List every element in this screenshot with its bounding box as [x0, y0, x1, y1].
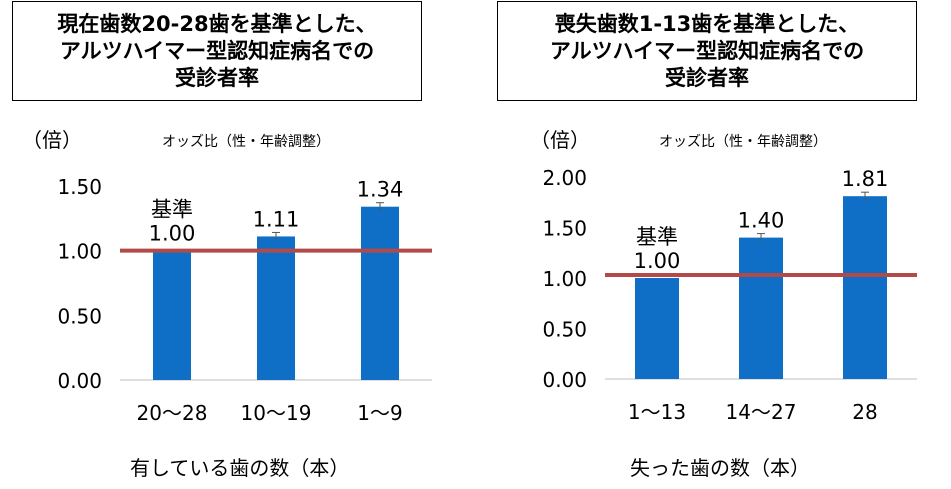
chart-title-line: アルツハイマー型認知症病名での: [59, 38, 375, 63]
y-tick-label: 0.50: [542, 318, 587, 342]
error-bar: [376, 202, 384, 211]
error-bar: [272, 231, 280, 241]
y-tick-label: 1.00: [542, 267, 587, 291]
bar: [257, 236, 295, 380]
chart-title-line: 受診者率: [175, 65, 259, 90]
y-tick-label: 1.00: [57, 240, 102, 264]
x-axis-label: 有している歯の数（本）: [130, 456, 350, 480]
bar: [635, 278, 679, 379]
data-label: 1.11: [253, 207, 300, 231]
bar-chart: 0.000.501.001.502.001.00基準1〜131.4014〜271…: [542, 166, 917, 424]
bar-chart: 0.000.501.001.501.00基準20〜281.1110〜191.34…: [57, 175, 432, 425]
x-tick-label: 10〜19: [241, 401, 312, 425]
x-tick-label: 1〜9: [357, 401, 402, 425]
baseline-label: 基準: [636, 225, 678, 249]
x-axis-label: 失った歯の数（本）: [630, 456, 810, 480]
baseline-label: 基準: [151, 198, 193, 222]
chart-subtitle: オッズ比（性・年齢調整）: [659, 134, 827, 150]
data-label: 1.00: [634, 249, 681, 273]
y-tick-label: 0.50: [57, 304, 102, 328]
chart-title-line: 喪失歯数1-13歯を基準とした、: [554, 11, 860, 36]
bar: [153, 250, 191, 380]
chart-title-box: 現在歯数20-28歯を基準とした、 アルツハイマー型認知症病名での 受診者率: [12, 1, 422, 101]
chart-panel-lost-teeth: 喪失歯数1-13歯を基準とした、 アルツハイマー型認知症病名での 受診者率 （倍…: [497, 0, 927, 489]
bar: [843, 196, 887, 379]
data-label: 1.40: [738, 209, 785, 233]
data-label: 1.00: [149, 222, 196, 246]
chart-panel-current-teeth: 現在歯数20-28歯を基準とした、 アルツハイマー型認知症病名での 受診者率 （…: [12, 0, 442, 489]
x-tick-label: 28: [852, 400, 877, 424]
y-unit-label: （倍）: [530, 128, 590, 152]
chart-title-box: 喪失歯数1-13歯を基準とした、 アルツハイマー型認知症病名での 受診者率: [497, 1, 917, 101]
y-tick-label: 0.00: [57, 369, 102, 393]
error-bar: [861, 191, 869, 201]
y-tick-label: 1.50: [542, 217, 587, 241]
y-tick-label: 1.50: [57, 175, 102, 199]
x-tick-label: 14〜27: [726, 400, 797, 424]
x-tick-label: 20〜28: [137, 401, 208, 425]
chart-subtitle: オッズ比（性・年齢調整）: [162, 134, 330, 150]
y-unit-label: （倍）: [22, 128, 82, 152]
bar: [361, 206, 399, 380]
bar: [739, 237, 783, 379]
data-label: 1.34: [357, 178, 404, 202]
chart-title-line: 現在歯数20-28歯を基準とした、: [57, 11, 377, 36]
y-tick-label: 2.00: [542, 166, 587, 190]
chart-title-line: アルツハイマー型認知症病名での: [549, 38, 865, 63]
chart-title-line: 受診者率: [665, 65, 749, 90]
data-label: 1.81: [842, 167, 889, 191]
x-tick-label: 1〜13: [628, 400, 686, 424]
error-bar: [757, 233, 765, 242]
y-tick-label: 0.00: [542, 368, 587, 392]
